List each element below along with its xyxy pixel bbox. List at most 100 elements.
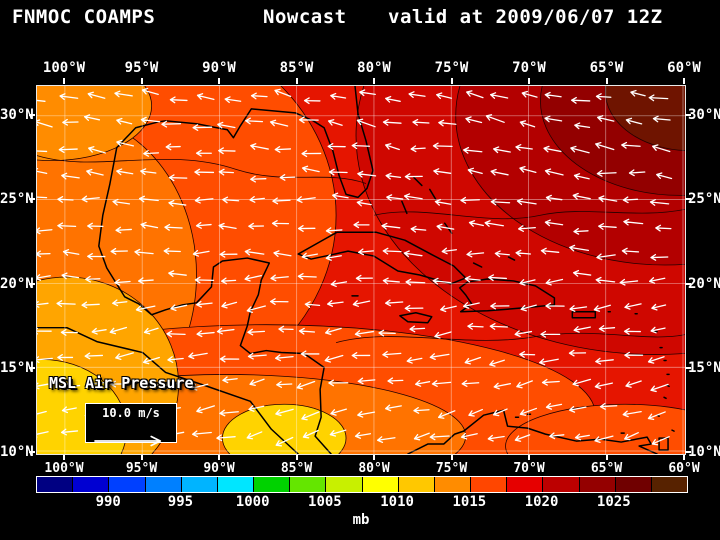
wind-arrow: [222, 196, 240, 204]
wind-arrow: [109, 326, 128, 335]
axis-tick: [218, 455, 220, 460]
wind-arrow: [301, 411, 320, 421]
wind-arrow: [415, 380, 431, 387]
axis-tick: [683, 455, 685, 460]
colorbar-tick-label: 1015: [452, 494, 487, 510]
wind-arrow: [386, 194, 404, 202]
wind-arrow: [194, 168, 215, 176]
wind-arrow: [647, 411, 666, 421]
wind-arrow: [519, 351, 536, 358]
axis-tick: [63, 455, 65, 460]
wind-arrow: [219, 409, 239, 417]
wind-arrow: [196, 300, 213, 308]
wind-arrow: [325, 254, 342, 261]
wind-arrow: [62, 249, 80, 256]
lon-label-top: 70°W: [512, 60, 546, 76]
wind-arrow: [462, 302, 480, 309]
wind-arrow: [300, 350, 320, 358]
wind-arrow: [37, 119, 53, 128]
wind-arrow: [116, 117, 133, 125]
wind-arrow: [460, 196, 480, 204]
wind-arrow: [356, 199, 372, 207]
wind-arrow: [37, 356, 53, 364]
wind-arrow: [595, 141, 615, 151]
wind-arrow: [521, 90, 538, 98]
wind-arrow: [539, 358, 559, 366]
wind-arrow: [302, 429, 319, 439]
axis-tick: [450, 455, 453, 460]
wind-arrow: [218, 168, 235, 176]
wind-arrow: [168, 199, 187, 207]
wind-arrow: [540, 330, 561, 338]
wind-arrow: [161, 382, 182, 390]
lon-label-top: 60°W: [667, 60, 701, 76]
wind-arrow: [655, 224, 672, 232]
wind-arrow: [191, 430, 212, 438]
wind-arrow: [440, 305, 457, 313]
wind-arrow: [568, 349, 587, 357]
wind-arrow: [168, 270, 187, 278]
colorbar-tick-label: 1025: [596, 494, 631, 510]
wind-arrow: [353, 221, 370, 229]
wind-arrow: [624, 432, 639, 441]
wind-arrow: [303, 97, 321, 105]
wind-arrow: [274, 88, 292, 97]
wind-arrow: [328, 168, 348, 176]
wind-arrow: [376, 436, 396, 444]
wind-arrow: [540, 247, 560, 255]
wind-arrow: [595, 276, 616, 284]
wind-arrow: [573, 326, 591, 333]
wind-arrow: [62, 118, 79, 126]
wind-arrow: [116, 168, 134, 176]
wind-arrow: [593, 304, 611, 312]
field-label: MSL Air Pressure: [49, 374, 194, 392]
lon-label-bottom: 95°W: [125, 461, 158, 476]
wind-arrow: [545, 403, 563, 410]
wind-arrow: [37, 250, 51, 258]
wind-arrow: [37, 193, 48, 201]
wind-arrow: [378, 329, 396, 337]
product-name: Nowcast: [263, 6, 347, 28]
wind-arrow: [168, 174, 188, 182]
wind-arrow: [195, 221, 212, 229]
wind-arrow: [194, 196, 214, 204]
wind-arrow: [81, 301, 100, 309]
wind-arrow: [656, 172, 673, 180]
wind-arrow: [165, 143, 181, 151]
wind-arrow: [330, 280, 348, 288]
wind-arrow: [88, 146, 107, 154]
wind-arrow: [219, 250, 238, 258]
wind-arrow: [432, 142, 453, 150]
wind-arrow: [37, 410, 47, 419]
wind-arrow: [269, 298, 289, 306]
wind-arrow: [382, 277, 400, 285]
wind-arrow: [161, 120, 182, 128]
wind-arrow: [463, 146, 483, 154]
wind-arrow: [191, 383, 209, 391]
wind-arrow: [143, 149, 160, 157]
wind-arrow: [385, 404, 402, 412]
wind-arrow: [598, 223, 617, 230]
wind-arrow: [359, 89, 376, 97]
wind-arrow: [330, 408, 347, 416]
colorbar-tick-label: 1000: [235, 494, 270, 510]
pressure-map-svg: [37, 86, 685, 454]
axis-tick: [29, 114, 35, 116]
wind-arrow: [135, 305, 156, 313]
colorbar-segment: [109, 477, 146, 492]
wind-arrow: [134, 248, 154, 256]
wind-arrow: [301, 150, 322, 158]
wind-arrow: [650, 326, 666, 334]
wind-arrow: [465, 116, 483, 124]
wind-arrow: [569, 244, 590, 252]
wind-arrow: [432, 277, 452, 285]
lon-label-top: 90°W: [202, 60, 236, 76]
wind-arrow: [329, 429, 347, 437]
colorbar-segment: [471, 477, 508, 492]
wind-arrow: [351, 352, 371, 359]
wind-arrow: [140, 221, 159, 229]
wind-arrow: [275, 436, 294, 447]
wind-arrow: [625, 117, 643, 125]
lon-label-bottom: 85°W: [280, 461, 313, 476]
wind-arrow: [625, 380, 642, 388]
